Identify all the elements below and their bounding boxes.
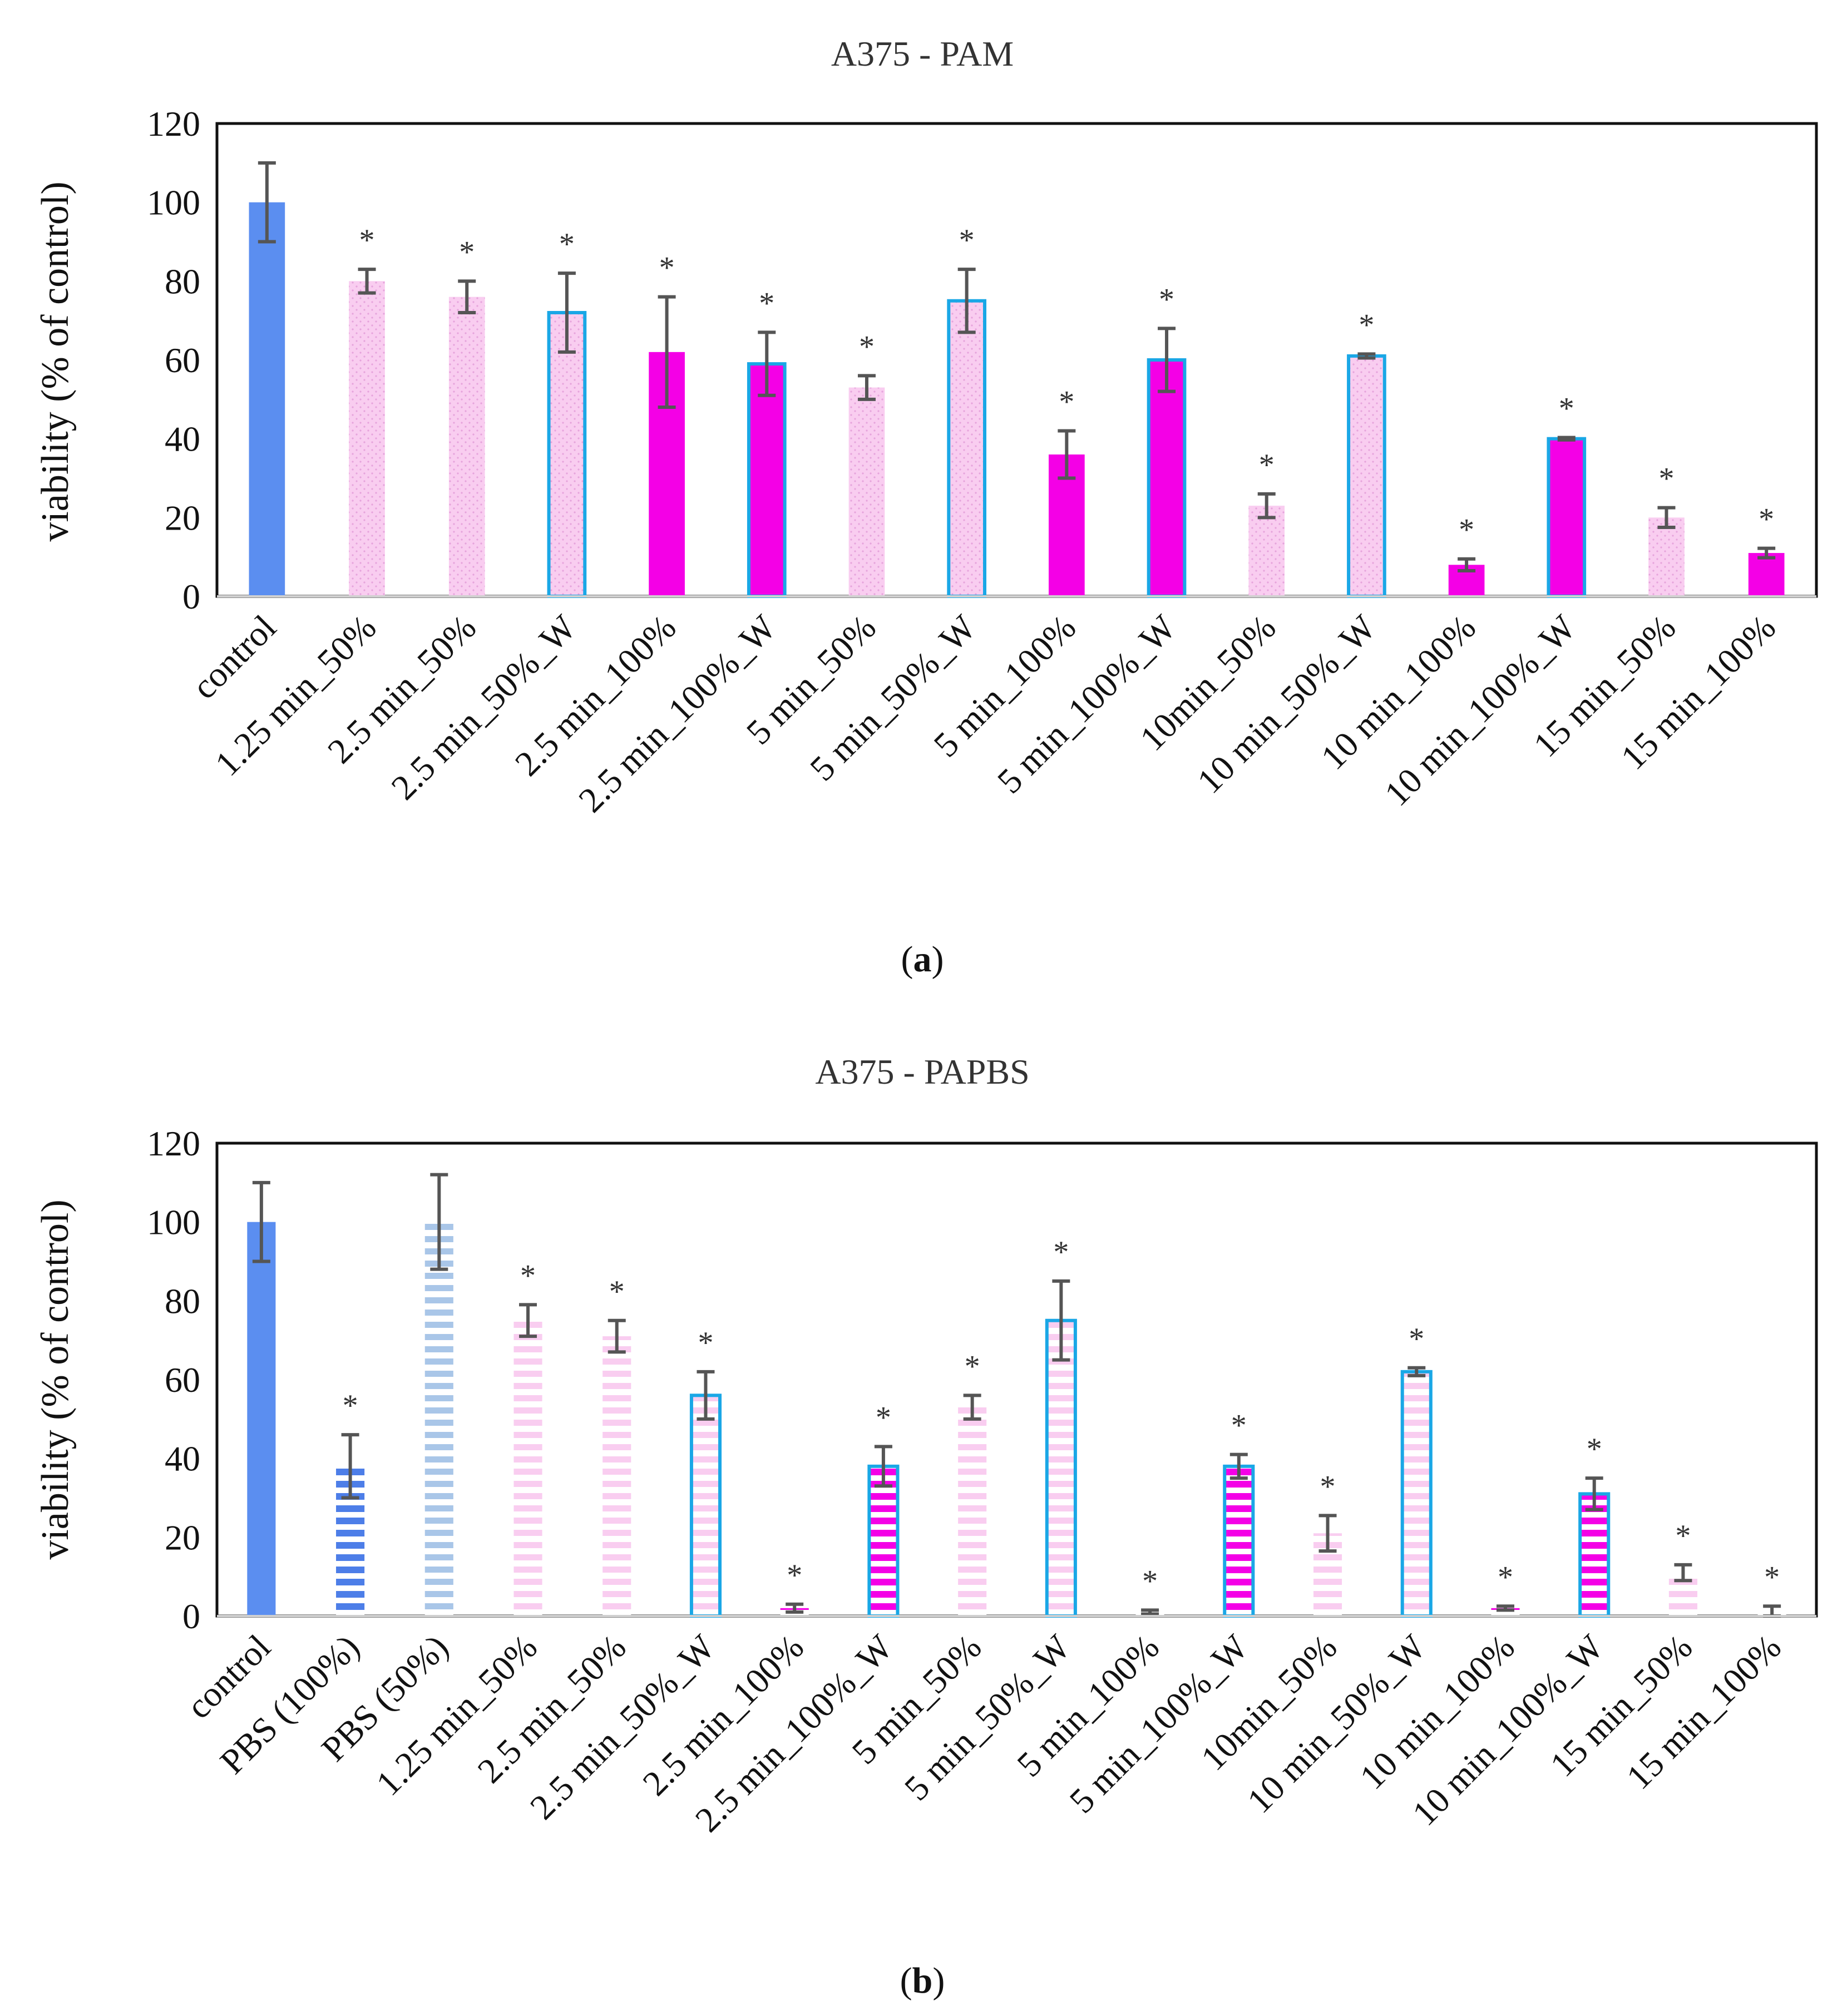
significance-star: *: [1320, 1469, 1336, 1504]
figure-caption-a: (a): [901, 939, 944, 980]
chart-title: A375 - PAM: [831, 34, 1014, 73]
bar: [1648, 517, 1685, 596]
bar: [1223, 1464, 1255, 1618]
figure-caption-b: (b): [900, 1960, 945, 2001]
y-axis-ticks: 0 20 40 60 80 100 120: [147, 104, 200, 616]
significance-star: *: [1359, 308, 1374, 342]
significance-star: *: [787, 1558, 802, 1593]
bar: [1147, 358, 1187, 598]
significance-star: *: [1587, 1432, 1602, 1466]
bar: [747, 362, 787, 598]
bar: [1547, 437, 1587, 599]
significance-star: *: [1159, 282, 1174, 317]
y-tick-label: 80: [165, 261, 200, 301]
significance-star: *: [609, 1274, 625, 1309]
significance-star: *: [1559, 392, 1574, 426]
y-tick-label: 60: [165, 340, 200, 380]
significance-star: *: [1259, 448, 1275, 482]
significance-star: *: [1409, 1322, 1424, 1356]
bar: [1045, 1318, 1077, 1618]
y-axis-ticks: 0 20 40 60 80 100 120: [147, 1124, 200, 1636]
bar: [1400, 1370, 1433, 1618]
y-tick-label: 0: [182, 577, 200, 616]
significance-star: *: [698, 1326, 713, 1360]
plot-frame: [215, 1142, 1818, 1618]
x-tick-label: 2.5 min_50%_W: [383, 607, 584, 807]
bar: [947, 299, 986, 598]
y-tick-label: 0: [182, 1597, 200, 1636]
caption-letter: b: [912, 1960, 933, 2001]
bar: [848, 387, 885, 596]
significance-star: *: [343, 1389, 358, 1423]
bar: [247, 1222, 276, 1616]
significance-star: *: [876, 1400, 891, 1435]
y-tick-label: 120: [147, 104, 200, 144]
bar: [958, 1407, 987, 1616]
y-tick-label: 80: [165, 1281, 200, 1321]
y-tick-label: 100: [147, 1203, 200, 1242]
significance-star: *: [1759, 502, 1774, 537]
significance-star: *: [359, 223, 375, 258]
significance-star: *: [459, 235, 475, 269]
bars: * * * * * * * * * * * * * * *: [217, 161, 1816, 599]
chart-panel-b: A375 - PAPBS viability (% of control) 0 2…: [34, 1052, 1818, 2001]
bar: [1578, 1492, 1611, 1618]
chart-title: A375 - PAPBS: [815, 1052, 1029, 1091]
significance-star: *: [1658, 462, 1674, 496]
significance-star: *: [1498, 1560, 1513, 1594]
significance-star: *: [559, 227, 575, 261]
bar: [448, 297, 485, 596]
significance-star: *: [1231, 1409, 1247, 1443]
bar: [249, 202, 285, 597]
bar: [1748, 553, 1785, 596]
significance-star: *: [965, 1349, 980, 1383]
bar: [1347, 354, 1386, 599]
significance-star: *: [1764, 1560, 1780, 1594]
significance-star: *: [959, 223, 975, 258]
significance-star: *: [1142, 1564, 1158, 1598]
bar: [424, 1222, 453, 1616]
bar: [1248, 506, 1285, 596]
x-tick-label: 15 min_100%: [1619, 1627, 1789, 1797]
y-tick-label: 40: [165, 419, 200, 459]
bar: [867, 1464, 900, 1618]
significance-star: *: [1059, 385, 1074, 419]
x-tick-label: 10 min_100%: [1352, 1627, 1522, 1797]
significance-star: *: [1675, 1519, 1691, 1553]
y-tick-label: 40: [165, 1439, 200, 1479]
y-axis-label: viability (% of control): [34, 181, 77, 541]
bar: [349, 281, 385, 596]
significance-star: *: [1459, 513, 1474, 547]
y-tick-label: 60: [165, 1360, 200, 1400]
significance-star: *: [1053, 1235, 1069, 1269]
chart-panel-a: A375 - PAM viability (% of control) 0 20 4…: [34, 34, 1818, 980]
significance-star: *: [520, 1258, 536, 1293]
bar: [689, 1394, 722, 1618]
bar: [513, 1320, 542, 1616]
significance-star: *: [759, 286, 774, 320]
bar: [547, 311, 587, 598]
x-tick-label: 10 min_50%_W: [1189, 607, 1384, 801]
y-axis-label: viability (% of control): [34, 1199, 77, 1559]
significance-star: *: [859, 329, 875, 364]
bars: * * * * * * * * * * * * * * * *: [217, 1173, 1816, 1618]
bar: [603, 1336, 631, 1616]
caption-letter: a: [913, 939, 932, 980]
y-tick-label: 120: [147, 1124, 200, 1163]
y-tick-label: 100: [147, 183, 200, 223]
x-tick-label: 5 min_100%_W: [990, 607, 1184, 801]
significance-star: *: [659, 251, 675, 285]
y-tick-label: 20: [165, 498, 200, 537]
y-tick-label: 20: [165, 1518, 200, 1557]
x-tick-label: control: [184, 607, 283, 706]
